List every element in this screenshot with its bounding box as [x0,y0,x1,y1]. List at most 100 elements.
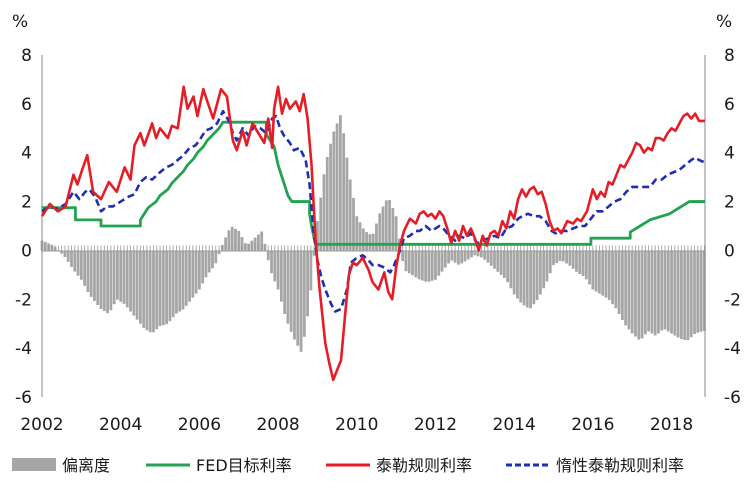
deviation-bar [542,250,546,289]
deviation-bar [552,250,555,266]
legend-label: 泰勒规则利率 [376,456,472,475]
deviation-bar [417,250,421,280]
deviation-bar [460,250,464,264]
deviation-bar [286,250,290,324]
y-tick-label-right: -4 [724,339,741,359]
deviation-bar [73,250,77,272]
deviation-bar [466,250,470,260]
deviation-bar [561,250,565,262]
deviation-bar [420,250,424,281]
deviation-bar [699,250,703,332]
y-tick-label-left: 4 [21,144,32,164]
deviation-bar [512,250,516,295]
deviation-bar [437,250,441,276]
deviation-bar [486,250,490,263]
deviation-bar [138,250,142,324]
deviation-bar [322,174,326,251]
deviation-bar [545,250,549,282]
deviation-bar [634,250,637,337]
y-tick-label-left: 2 [21,193,32,213]
deviation-bar [214,250,218,264]
x-tick-label: 2016 [571,415,614,435]
deviation-bar [401,250,405,262]
deviation-bar [516,250,519,299]
deviation-bar [224,237,228,251]
deviation-bar [479,250,483,258]
fed-target-rate-line [42,120,705,246]
deviation-bar [535,250,539,301]
deviation-bar [296,250,300,346]
deviation-bar [693,250,696,335]
y-tick-label-left: 6 [21,95,32,115]
y-tick-label-left: -4 [15,339,32,359]
deviation-bar [630,250,634,334]
deviation-bar [702,250,706,332]
deviation-bar [309,250,313,291]
deviation-bar [381,206,385,251]
deviation-bar [293,250,296,340]
deviation-bar [86,250,90,292]
deviation-bar [676,250,680,338]
deviation-bar [234,228,237,251]
deviation-bar [135,250,139,320]
deviation-bar [473,250,477,256]
deviation-bar [83,250,87,286]
deviation-bar [316,221,319,251]
deviation-bar [663,250,667,330]
deviation-bar [204,250,208,278]
deviation-bar [283,250,287,314]
deviation-bar [407,250,411,274]
deviation-bar [584,250,588,280]
deviation-bar [378,213,382,251]
deviation-bar [568,250,572,266]
deviation-bar [588,250,591,285]
deviation-bar [302,250,306,337]
deviation-bar [270,250,273,274]
deviation-bar [555,250,559,264]
deviation-bar [640,250,644,339]
deviation-bar [312,250,316,256]
deviation-bar [689,250,693,338]
deviation-bar [237,230,241,251]
y-tick-label-right: 2 [724,193,735,213]
deviation-bar [384,200,388,251]
deviation-bar [637,250,641,340]
deviation-bar [604,250,608,298]
deviation-bar [79,250,83,280]
deviation-bar [483,250,487,260]
deviation-bar [581,250,585,277]
deviation-bar [457,250,460,265]
x-tick-label: 2008 [256,415,299,435]
deviation-bar [319,197,323,251]
deviation-bar [201,250,205,284]
deviation-bar [430,250,434,281]
inertial-taylor-rule-rate-line [41,109,706,313]
deviation-bar [230,226,234,251]
deviation-bar [611,250,614,305]
deviation-bar [388,199,391,251]
deviation-bar [493,250,496,269]
deviation-bar [165,250,168,325]
deviation-bar [152,250,155,333]
series-lines [40,85,706,382]
deviation-bar [502,250,506,278]
deviation-bar [443,250,447,268]
deviation-bar [197,250,201,290]
y-axis-right-labels: 8 6 4 2 0 -2 -4 -6 [724,46,741,408]
deviation-bar [627,250,631,330]
legend-swatch-deviation [12,458,56,471]
deviation-bar [565,250,569,264]
deviation-bar [70,250,73,267]
deviation-bar [125,250,129,308]
x-tick-label: 2018 [650,415,693,435]
deviation-bar [63,250,67,258]
deviation-bar [476,250,480,257]
y-tick-label-left: -2 [15,290,32,310]
deviation-bar [99,250,103,310]
deviation-bar [411,250,414,276]
deviation-bar [158,250,162,327]
deviation-bar [509,250,513,289]
deviation-bar [178,250,182,312]
y-axis-left-unit: % [12,12,28,32]
deviation-bar [371,233,375,251]
